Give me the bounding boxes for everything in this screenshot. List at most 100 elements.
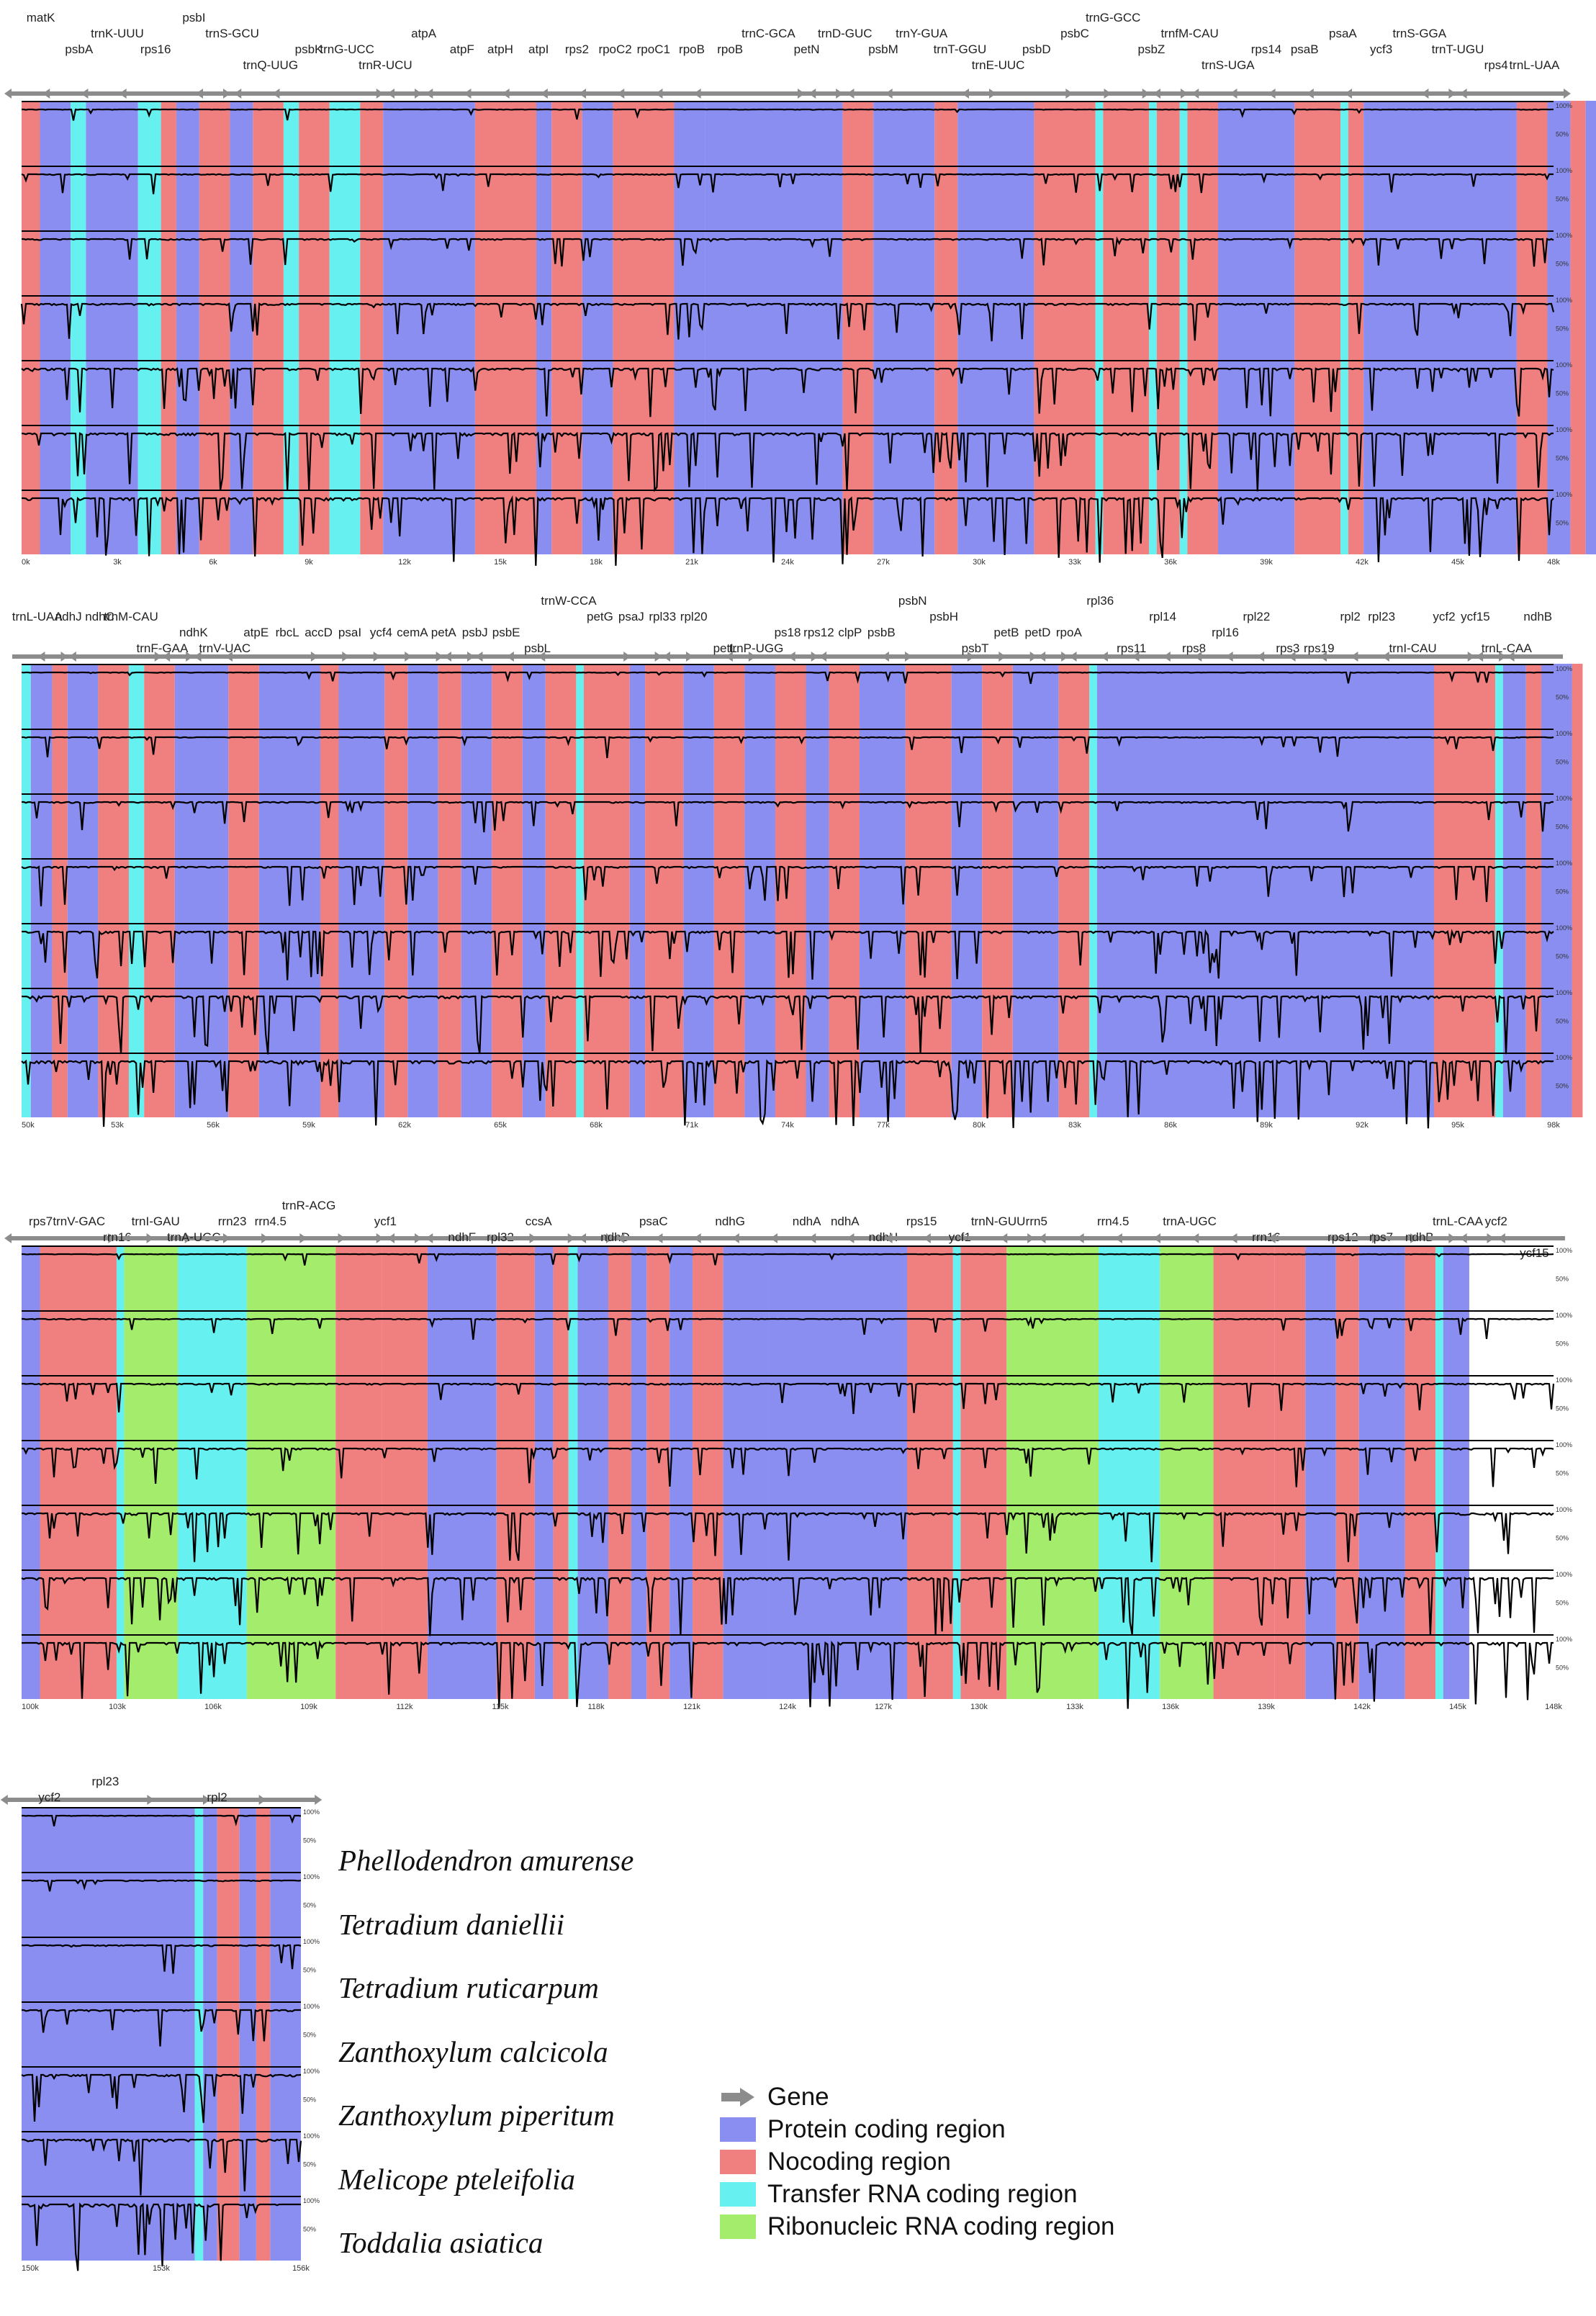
- identity-trace: [21, 994, 1554, 1055]
- gene-arrow: [356, 654, 407, 659]
- trna-region: [1340, 101, 1348, 554]
- percent-label-50: 50%: [1556, 1600, 1569, 1607]
- percent-label-100: 100%: [303, 2132, 320, 2140]
- gene-arrow: [393, 91, 455, 96]
- trna-swatch: [720, 2181, 756, 2207]
- gene-arrow-head: [475, 652, 483, 662]
- gene-arrow-head: [1191, 1233, 1199, 1243]
- gene-label: rpoB: [679, 42, 705, 56]
- gene-arrow: [1197, 1236, 1259, 1240]
- gene-label: psaC: [639, 1215, 668, 1228]
- gene-arrow: [10, 91, 72, 96]
- gene-label: ycf1: [949, 1230, 971, 1244]
- noncoding-region: [228, 664, 259, 1117]
- gene-label: trnL-UAA: [1509, 58, 1560, 72]
- noncoding-region: [22, 101, 40, 554]
- gene-arrow-head: [1345, 89, 1353, 99]
- noncoding-region: [1103, 101, 1150, 554]
- legend-item-protein: Protein coding region: [720, 2113, 1115, 2145]
- gene-label: trnA-UGC: [167, 1230, 221, 1244]
- gene-label: ndhC: [85, 610, 114, 623]
- gene-arrow-head: [1163, 652, 1171, 662]
- protein-region: [203, 1807, 217, 2261]
- trna-region: [1089, 664, 1097, 1117]
- gene-arrow-head: [819, 652, 827, 662]
- gene-arrow: [12, 654, 63, 659]
- axis-tick-label: 115k: [492, 1703, 509, 1711]
- gene-label: cemA: [397, 626, 428, 639]
- gene-arrow: [574, 654, 626, 659]
- gene-arrow: [1235, 1236, 1297, 1240]
- legend-item-gene: Gene: [720, 2081, 1115, 2113]
- gene-label: rps12: [803, 626, 834, 639]
- gene-arrow-head: [81, 89, 89, 99]
- protein-region: [1541, 664, 1572, 1117]
- percent-label-50: 50%: [303, 1967, 316, 1974]
- gene-label: ndhJ: [55, 610, 82, 623]
- identity-trace: [22, 1814, 302, 1826]
- gene-arrow-head: [881, 652, 889, 662]
- gene-arrow: [891, 91, 952, 96]
- species-label: Zanthoxylum calcicola: [338, 2035, 608, 2068]
- gene-arrow-head: [1257, 652, 1265, 662]
- gene-arrow-head: [770, 1233, 778, 1243]
- identity-trace: [22, 1447, 1554, 1487]
- gene-label: psaB: [1291, 42, 1319, 56]
- gene-label: trnF-GAA: [137, 641, 189, 655]
- gene-arrow-head: [1153, 89, 1161, 99]
- gene-label: rpl23: [91, 1775, 119, 1788]
- gene-label: ycf1: [374, 1215, 397, 1228]
- gene-arrow-head: [1069, 652, 1077, 662]
- gene-label: rps11: [1117, 641, 1146, 655]
- gene-label: rpoB: [717, 42, 743, 56]
- gene-arrow: [316, 91, 378, 96]
- percent-label-50: 50%: [1556, 390, 1569, 397]
- percent-label-50: 50%: [303, 1837, 316, 1844]
- noncoding-region: [553, 1245, 569, 1699]
- gene-arrow: [776, 1236, 838, 1240]
- axis-tick-label: 142k: [1353, 1703, 1371, 1711]
- noncoding-region: [613, 101, 675, 554]
- gene-label: rpl2: [207, 1790, 227, 1804]
- gene-arrow: [1312, 1236, 1374, 1240]
- percent-label-100: 100%: [1556, 924, 1572, 932]
- identity-trace: [22, 236, 1554, 267]
- gene-label: ccsA: [526, 1215, 553, 1228]
- gene-arrow: [125, 91, 186, 96]
- gene-arrow: [1120, 91, 1182, 96]
- axis-tick-label: 42k: [1356, 558, 1369, 567]
- gene-label: atpA: [411, 27, 437, 40]
- axis-tick-label: 33k: [1068, 558, 1081, 567]
- panel-2-traces: [21, 664, 1554, 1129]
- gene-arrow: [668, 654, 719, 659]
- rrna-region: [1006, 1245, 1099, 1699]
- gene-arrow-head: [1194, 652, 1202, 662]
- gene-arrow-icon: [721, 2087, 754, 2107]
- gene-arrow-head: [1497, 1233, 1505, 1243]
- gene-arrow: [891, 1236, 952, 1240]
- axis-tick-label: 18k: [590, 558, 603, 567]
- noncoding-region: [545, 664, 577, 1117]
- panel-3-traces: [21, 1245, 1555, 1709]
- protein-region: [1217, 101, 1295, 554]
- percent-label-100: 100%: [1556, 297, 1572, 304]
- gene-label: trnG-UCC: [320, 42, 374, 56]
- axis-tick-label: 156k: [292, 2264, 310, 2273]
- gene-label: psbI: [182, 11, 205, 24]
- trna-region: [1095, 101, 1104, 554]
- gene-arrow: [1482, 654, 1532, 659]
- gene-arrow: [48, 91, 110, 96]
- gene-label: rpl23: [1368, 610, 1395, 623]
- percent-label-100: 100%: [1556, 232, 1572, 239]
- noncoding-swatch: [720, 2149, 756, 2174]
- noncoding-region: [693, 1245, 723, 1699]
- protein-region: [270, 1807, 301, 2261]
- gene-label: psbK: [295, 42, 323, 56]
- gene-label: rrn23: [218, 1215, 247, 1228]
- trna-region: [137, 101, 161, 554]
- panel-4: ycf2rpl23trnI-CAUrpl2rps19 100%50%100%50…: [0, 1775, 323, 2273]
- axis-tick-label: 36k: [1164, 558, 1177, 567]
- gene-label: ps18: [775, 626, 801, 639]
- gene-label: clpP: [838, 626, 862, 639]
- gene-label: trnfM-CAU: [1160, 27, 1218, 40]
